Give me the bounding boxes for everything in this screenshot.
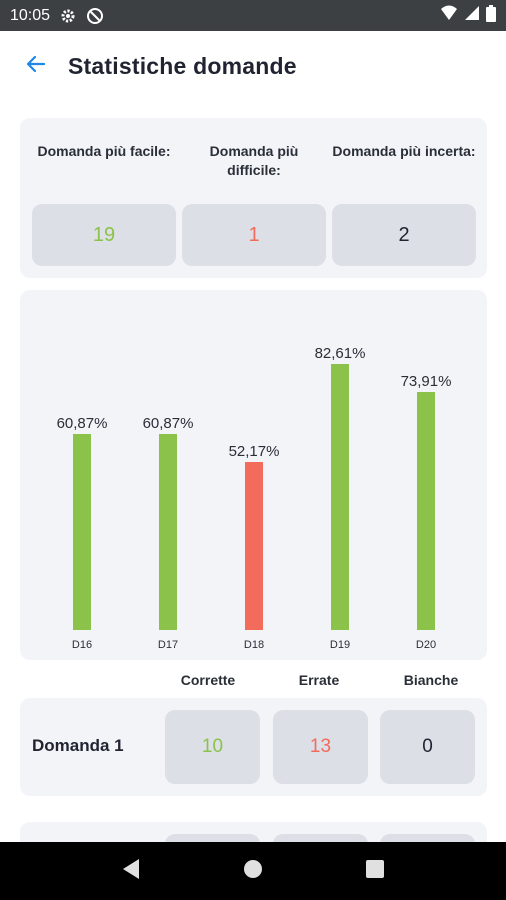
- bar-d18: [245, 462, 263, 630]
- correct-count: 10: [165, 710, 260, 784]
- status-time: 10:05: [10, 6, 51, 24]
- signal-icon: [464, 5, 480, 26]
- bar-value-label: 52,17%: [229, 443, 280, 460]
- bar-d17: [159, 433, 177, 630]
- chart-card: 60,87% D16 60,87% D17 52,17% D18 82,61% D19 73,9…: [20, 290, 487, 660]
- x-tick-label: D19: [330, 639, 350, 651]
- summary-card: Domanda più facile: 19 Domanda più diffi…: [20, 118, 487, 278]
- navigation-bar: [0, 842, 506, 900]
- bar-value-label: 73,91%: [401, 373, 452, 390]
- no-sync-icon: [86, 7, 104, 25]
- header-blank: Bianche: [403, 672, 459, 688]
- summary-value-hardest: 1: [182, 204, 326, 266]
- blank-count: 0: [380, 710, 475, 784]
- nav-home-button[interactable]: [229, 847, 277, 895]
- question-label: Domanda 1: [32, 736, 124, 755]
- nav-back-button[interactable]: [107, 847, 155, 895]
- x-tick-label: D18: [244, 639, 264, 651]
- x-tick-label: D20: [416, 639, 436, 651]
- battery-icon: [486, 4, 496, 27]
- bar-chart: 60,87% D16 60,87% D17 52,17% D18 82,61% D19 73,9…: [57, 345, 452, 651]
- recents-square-icon: [365, 859, 385, 884]
- page-title: Statistiche domande: [68, 52, 297, 79]
- header-correct: Corrette: [180, 672, 236, 688]
- bar-d19: [331, 363, 349, 630]
- stats-headers: Corrette Errate Bianche: [0, 672, 506, 692]
- question-row[interactable]: Domanda 1 10 13 0: [20, 698, 487, 796]
- bar-value-label: 82,61%: [315, 345, 366, 362]
- x-tick-label: D17: [158, 639, 178, 651]
- header-wrong: Errate: [298, 672, 340, 688]
- bar-d20: [417, 392, 435, 630]
- summary-value-easiest: 19: [32, 204, 176, 266]
- summary-value-uncertain: 2: [332, 204, 476, 266]
- summary-label-hardest: Domanda più difficile:: [209, 143, 299, 178]
- status-bar: 10:05: [0, 0, 506, 31]
- app-bar: Statistiche domande: [0, 31, 506, 101]
- home-circle-icon: [242, 858, 264, 885]
- bar-value-label: 60,87%: [143, 415, 194, 432]
- bar-value-label: 60,87%: [57, 415, 108, 432]
- back-button[interactable]: [16, 46, 56, 86]
- back-triangle-icon: [121, 858, 141, 885]
- nav-recents-button[interactable]: [351, 847, 399, 895]
- wrong-count: 13: [273, 710, 368, 784]
- summary-label-uncertain: Domanda più incerta:: [332, 143, 476, 159]
- wifi-icon: [440, 5, 458, 26]
- gear-icon: [60, 8, 76, 24]
- bar-d16: [73, 433, 91, 630]
- summary-label-easiest: Domanda più facile:: [37, 143, 171, 159]
- x-tick-label: D16: [72, 639, 92, 651]
- arrow-left-icon: [24, 52, 48, 81]
